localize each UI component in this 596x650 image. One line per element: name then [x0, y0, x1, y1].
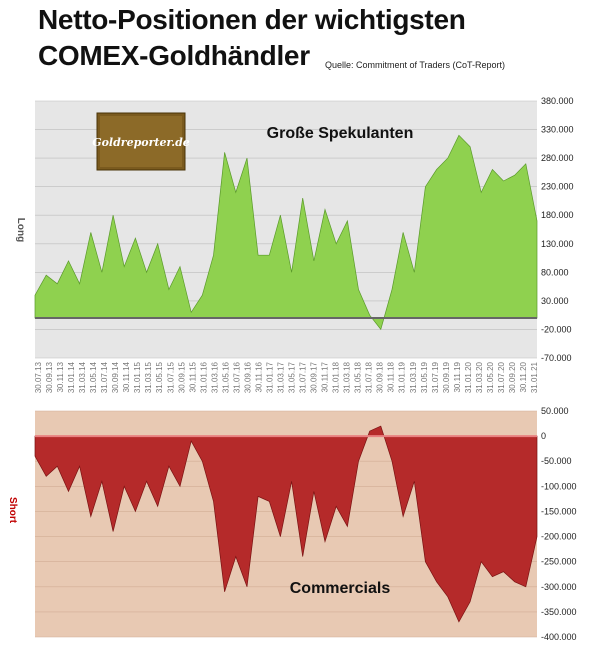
bottom-y-axis: 50.000 0 -50.000 -100.000 -150.000 -200.000 -2… — [541, 406, 577, 642]
x-tick-label: 31.03.18 — [343, 361, 352, 393]
long-area-series — [34, 134, 538, 331]
x-tick-label: 31.05.17 — [288, 361, 297, 393]
y-tick-label: 230.000 — [541, 182, 574, 192]
annotation-commercials: Commercials — [290, 580, 391, 597]
x-tick-label: 31.01.15 — [133, 361, 142, 393]
x-tick-label: 31.01.21 — [530, 361, 539, 393]
x-tick-label: 30.11.16 — [254, 361, 263, 392]
goldreporter-logo: Goldreporter.de — [92, 112, 190, 171]
x-tick-label: 31.05.16 — [221, 361, 230, 393]
chart-title-line1: Netto-Positionen der wichtigsten — [38, 4, 466, 35]
x-tick-label: 31.07.15 — [166, 361, 175, 393]
x-tick-label: 31.03.17 — [277, 361, 286, 393]
y-label-short: Short — [7, 497, 18, 524]
x-tick-label: 31.05.15 — [155, 361, 164, 393]
x-tick-label: 31.07.20 — [497, 361, 506, 393]
x-tick-label: 31.03.14 — [78, 361, 87, 393]
x-tick-label: 31.03.20 — [475, 361, 484, 393]
source-note: Quelle: Commitment of Traders (CoT-Repor… — [325, 60, 506, 70]
x-tick-label: 30.09.14 — [111, 361, 120, 393]
y-tick-label: -300.000 — [541, 582, 577, 592]
short-area-series — [34, 425, 538, 623]
logo-label: Goldreporter.de — [92, 136, 190, 149]
x-tick-label: 31.01.17 — [266, 361, 275, 393]
chart-title-line2: COMEX-Goldhändler — [38, 40, 310, 71]
y-tick-label: 80.000 — [541, 267, 569, 277]
x-tick-label: 31.05.18 — [354, 361, 363, 393]
x-axis-labels: 30.07.13 30.09.13 30.11.13 31.01.14 31.03.14… — [34, 361, 539, 393]
x-tick-label: 30.09.15 — [177, 361, 186, 393]
x-tick-label: 30.11.15 — [188, 361, 197, 392]
x-tick-label: 31.07.17 — [299, 361, 308, 393]
x-tick-label: 31.01.19 — [398, 361, 407, 393]
y-tick-label: 50.000 — [541, 406, 569, 416]
x-tick-label: 31.05.14 — [89, 361, 98, 393]
x-tick-label: 31.01.14 — [67, 361, 76, 393]
y-tick-label: -100.000 — [541, 481, 577, 491]
annotation-speculators: Große Spekulanten — [267, 125, 414, 142]
x-tick-label: 31.01.18 — [332, 361, 341, 393]
y-tick-label: -150.000 — [541, 506, 577, 516]
y-tick-label: 380.000 — [541, 96, 574, 106]
y-tick-label: -350.000 — [541, 607, 577, 617]
x-tick-label: 30.09.18 — [376, 361, 385, 393]
x-tick-label: 31.03.19 — [409, 361, 418, 393]
x-tick-label: 30.07.13 — [34, 361, 43, 393]
y-tick-label: -250.000 — [541, 557, 577, 567]
y-tick-label: 330.000 — [541, 125, 574, 135]
x-tick-label: 31.03.16 — [210, 361, 219, 393]
x-tick-label: 30.11.20 — [519, 361, 528, 392]
x-tick-label: 31.07.16 — [232, 361, 241, 393]
x-tick-label: 31.07.18 — [365, 361, 374, 393]
y-tick-label: 280.000 — [541, 153, 574, 163]
y-tick-label: -200.000 — [541, 532, 577, 542]
x-tick-label: 31.01.20 — [464, 361, 473, 393]
x-tick-label: 30.09.17 — [310, 361, 319, 393]
x-tick-label: 30.09.20 — [508, 361, 517, 393]
x-tick-label: 30.09.13 — [45, 361, 54, 393]
x-tick-label: 30.11.18 — [387, 361, 396, 392]
y-tick-label: 30.000 — [541, 296, 569, 306]
y-tick-label: -70.000 — [541, 353, 572, 363]
y-tick-label: -20.000 — [541, 324, 572, 334]
y-label-long: Long — [15, 218, 26, 242]
y-tick-label: -50.000 — [541, 456, 572, 466]
y-tick-label: 180.000 — [541, 210, 574, 220]
x-tick-label: 31.05.19 — [420, 361, 429, 393]
y-tick-label: -400.000 — [541, 632, 577, 642]
x-tick-label: 30.11.19 — [453, 361, 462, 392]
x-tick-label: 31.03.15 — [144, 361, 153, 393]
x-tick-label: 31.07.14 — [100, 361, 109, 393]
x-tick-label: 30.11.14 — [122, 361, 131, 392]
x-tick-label: 30.11.13 — [56, 361, 65, 392]
top-y-axis: 380.000 330.000 280.000 230.000 180.000 130.0… — [541, 96, 574, 363]
y-tick-label: 130.000 — [541, 239, 574, 249]
x-tick-label: 30.11.17 — [321, 361, 330, 392]
x-tick-label: 30.09.19 — [442, 361, 451, 393]
x-tick-label: 30.09.16 — [243, 361, 252, 393]
x-tick-label: 31.01.16 — [199, 361, 208, 393]
y-tick-label: 0 — [541, 431, 546, 441]
x-tick-label: 31.05.20 — [486, 361, 495, 393]
x-tick-label: 31.07.19 — [431, 361, 440, 393]
